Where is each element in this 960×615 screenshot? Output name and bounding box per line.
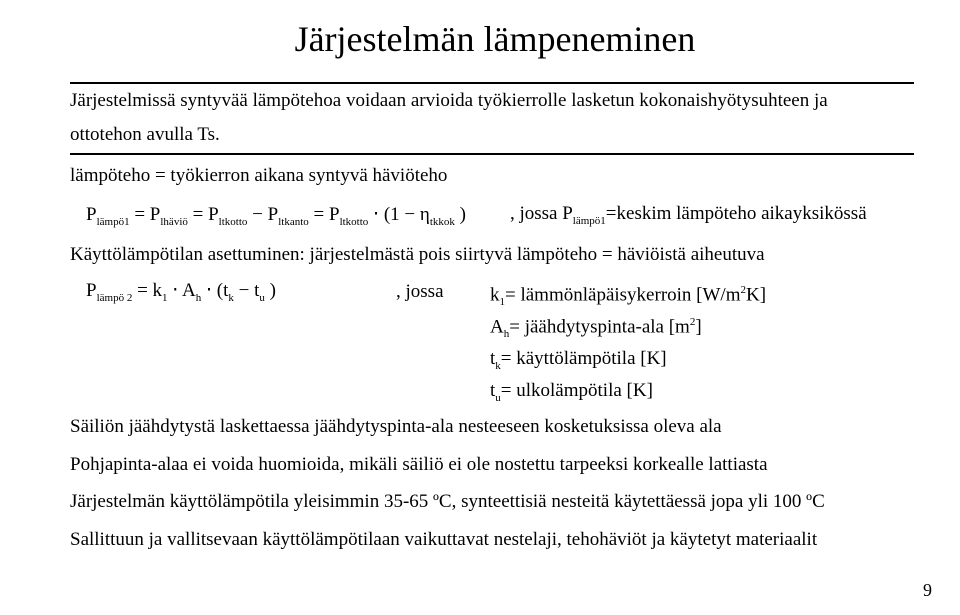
- eq1-eq2: =: [193, 204, 208, 225]
- body-line-1: Säiliön jäähdytystä laskettaessa jäähdyt…: [70, 414, 920, 440]
- eq1-s2: lhäviö: [160, 216, 188, 228]
- eq1-p3: P: [208, 204, 219, 225]
- sym-tk: tk= käyttölämpötila [K]: [490, 348, 920, 372]
- equation-1-row: Plämpö1 = Plhäviö = Pltkotto − Pltkanto …: [86, 203, 920, 228]
- eq1-p2: P: [150, 204, 161, 225]
- eq2-d1: ⋅ A: [172, 280, 195, 301]
- eq1-s3: ltkotto: [219, 216, 248, 228]
- eq2-p: P: [86, 280, 97, 301]
- eq1-s4: ltkanto: [278, 216, 309, 228]
- eq2-sh: h: [196, 292, 202, 304]
- symbol-list: k1= lämmönläpäisykerroin [W/m2K] Ah= jää…: [490, 284, 920, 404]
- eq2-mn: − t: [239, 280, 260, 301]
- eq1-p1: P: [86, 204, 97, 225]
- eq2-s0: lämpö 2: [97, 292, 133, 304]
- definition-line: lämpöteho = työkierron aikana syntyvä hä…: [70, 163, 920, 189]
- eq1-a3: =keskim lämpöteho aikayksikössä: [606, 203, 867, 224]
- equation-1-annotation: , jossa Plämpö1=keskim lämpöteho aikayks…: [510, 203, 867, 227]
- eq1-minus: −: [252, 204, 267, 225]
- eq2-sk: k: [228, 292, 234, 304]
- intro-line-2: ottotehon avulla Ts.: [70, 122, 914, 148]
- sym-ah: Ah= jäähdytyspinta-ala [m2]: [490, 316, 920, 340]
- equation-2-jossa: , jossa: [396, 281, 444, 303]
- eq1-eq1: =: [134, 204, 149, 225]
- k1-pre: k: [490, 284, 500, 305]
- page-title: Järjestelmän lämpeneminen: [70, 18, 920, 60]
- ah-pre: A: [490, 317, 504, 338]
- ah-end: ]: [695, 317, 701, 338]
- eq1-a2: lämpö1: [573, 215, 606, 227]
- tu-post: = ulkolämpötila [K]: [501, 380, 653, 401]
- sym-k1: k1= lämmönläpäisykerroin [W/m2K]: [490, 284, 920, 308]
- eq1-dot: ⋅ (1 − η: [373, 204, 430, 225]
- eq2-eq: = k: [137, 280, 162, 301]
- eq2-d2: ⋅ (t: [206, 280, 228, 301]
- eq2-cl: ): [270, 280, 276, 301]
- eq1-s5: ltkotto: [340, 216, 369, 228]
- k1-end: K]: [746, 284, 766, 305]
- eq1-p4: P: [268, 204, 279, 225]
- eq1-p5: P: [329, 204, 340, 225]
- body-line-3: Järjestelmän käyttölämpötila yleisimmin …: [70, 489, 920, 515]
- ah-post: = jäähdytyspinta-ala [m: [509, 317, 690, 338]
- eq2-su: u: [259, 292, 265, 304]
- body-line-4: Sallittuun ja vallitsevaan käyttölämpöti…: [70, 527, 920, 553]
- eq1-close: ): [460, 204, 466, 225]
- equation-2: Plämpö 2 = k1 ⋅ Ah ⋅ (tk − tu ): [86, 279, 276, 304]
- tk-post: = käyttölämpötila [K]: [501, 348, 667, 369]
- eq1-s6: tkkok: [430, 216, 455, 228]
- equation-1: Plämpö1 = Plhäviö = Pltkotto − Pltkanto …: [86, 203, 466, 228]
- eq1-s1: lämpö1: [97, 216, 130, 228]
- sym-tu: tu= ulkolämpötila [K]: [490, 380, 920, 404]
- intro-line-1: Järjestelmissä syntyvää lämpötehoa voida…: [70, 88, 914, 114]
- k1-post: = lämmönläpäisykerroin [W/m: [505, 284, 741, 305]
- eq2-s1: 1: [162, 292, 168, 304]
- intro-block: Järjestelmissä syntyvää lämpötehoa voida…: [70, 82, 914, 155]
- eq1-eq3: =: [314, 204, 329, 225]
- page: Järjestelmän lämpeneminen Järjestelmissä…: [0, 0, 960, 615]
- eq1-a1: , jossa P: [510, 203, 573, 224]
- page-number: 9: [923, 580, 932, 601]
- definition-line-2: Käyttölämpötilan asettuminen: järjestelm…: [70, 242, 920, 268]
- body-line-2: Pohjapinta-alaa ei voida huomioida, mikä…: [70, 452, 920, 478]
